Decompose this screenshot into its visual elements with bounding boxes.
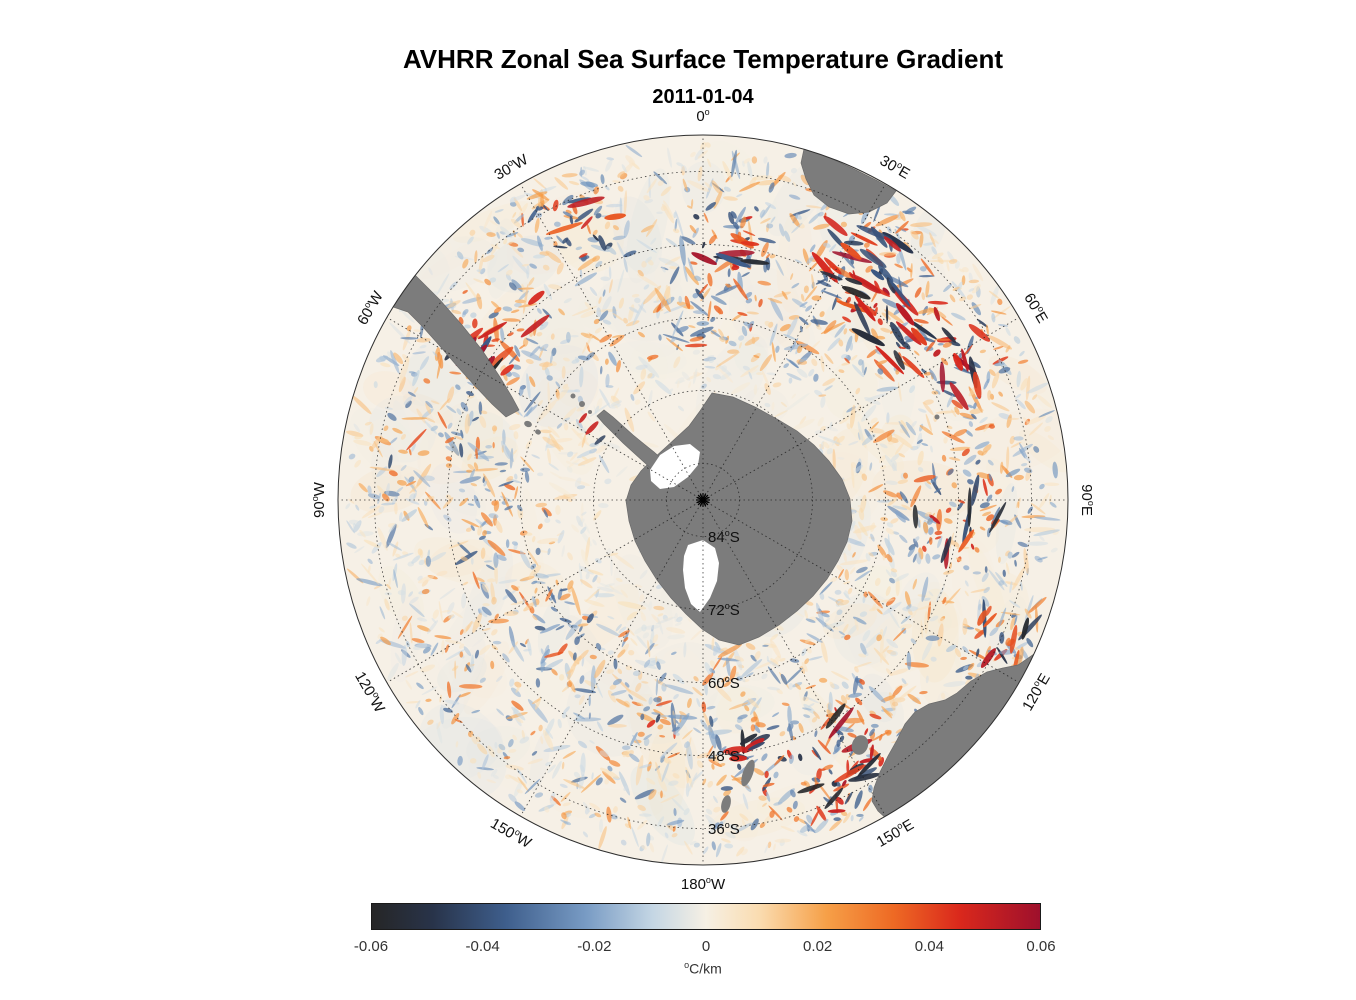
colorbar-unit-degree: o xyxy=(684,960,690,970)
figure-title: AVHRR Zonal Sea Surface Temperature Grad… xyxy=(402,44,1004,74)
colorbar-tick-0.02: 0.02 xyxy=(803,938,833,955)
colorbar-tick-0.04: 0.04 xyxy=(914,938,944,955)
figure-date: 2011-01-04 xyxy=(652,86,754,108)
colorbar-tick--0.04: -0.04 xyxy=(465,938,500,955)
colorbar-ticks: -0.06 -0.04 -0.02 0 0.02 0.04 0.06 xyxy=(354,938,1056,956)
colorbar-tick-0.06: 0.06 xyxy=(1026,938,1056,955)
colorbar-tick--0.02: -0.02 xyxy=(577,938,612,955)
colorbar-gradient xyxy=(371,903,1041,930)
colorbar-tick--0.06: -0.06 xyxy=(353,938,389,955)
colorbar-unit-text: C/km xyxy=(689,960,722,977)
colorbar-unit-label: oC/km xyxy=(684,960,722,977)
colorbar-tick-0: 0 xyxy=(701,938,711,955)
